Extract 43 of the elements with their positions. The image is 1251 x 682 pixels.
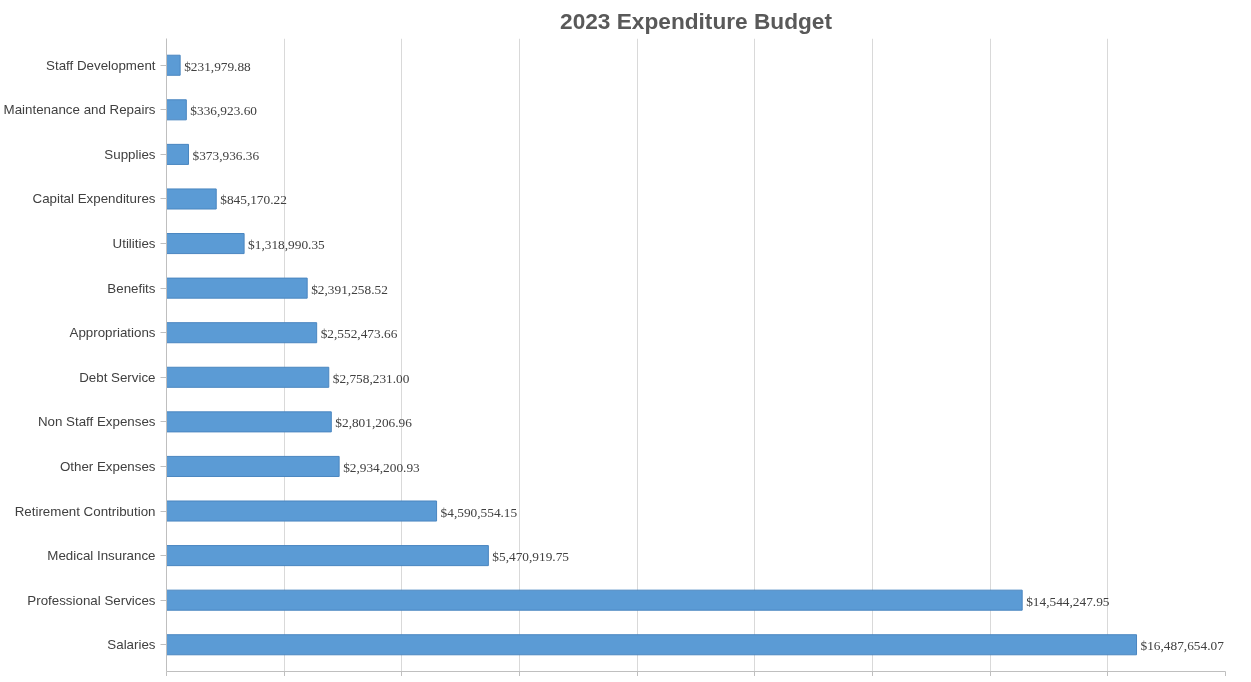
data-label: $16,487,654.07 (1140, 638, 1225, 654)
y-tick-label: Capital Expenditures (32, 191, 156, 207)
y-tick-label: Staff Development (46, 57, 156, 73)
y-tick-label: Supplies (104, 146, 156, 162)
y-tick-label: Maintenance and Repairs (3, 102, 156, 118)
y-tick-label: Medical Insurance (47, 548, 156, 564)
bar (166, 455, 340, 477)
bar (166, 545, 489, 567)
data-label: $2,934,200.93 (343, 459, 421, 475)
data-label: $845,170.22 (220, 192, 287, 208)
y-tick-label: Appropriations (69, 325, 156, 341)
y-tick-label: Non Staff Expenses (37, 414, 156, 430)
y-tick-label: Retirement Contribution (14, 503, 156, 519)
y-tick-label: Debt Service (79, 369, 156, 385)
bar (166, 233, 245, 255)
bar (166, 143, 189, 165)
bar (166, 634, 1138, 656)
bar (166, 366, 330, 388)
y-tick-label: Salaries (107, 637, 156, 653)
bar (166, 277, 308, 299)
data-label: $2,758,231.00 (332, 370, 410, 386)
bar (166, 411, 332, 433)
data-label: $336,923.60 (190, 103, 258, 119)
data-label: $231,979.88 (184, 58, 252, 74)
data-label: $2,552,473.66 (320, 326, 398, 342)
data-label: $2,391,258.52 (311, 281, 388, 297)
y-tick-label: Benefits (107, 280, 156, 296)
data-label: $2,801,206.96 (335, 415, 413, 431)
bar (166, 322, 318, 344)
chart-title: 2023 Expenditure Budget (560, 7, 833, 34)
data-label: $4,590,554.15 (440, 504, 518, 520)
bar (166, 54, 181, 76)
bar (166, 188, 217, 210)
data-label: $1,318,990.35 (248, 237, 326, 253)
y-tick-label: Other Expenses (59, 458, 156, 474)
bar (166, 500, 438, 522)
y-tick-label: Utilities (112, 236, 156, 252)
data-label: $5,470,919.75 (492, 549, 570, 565)
bar (166, 99, 187, 121)
y-tick-label: Professional Services (27, 592, 156, 608)
data-label: $14,544,247.95 (1026, 593, 1110, 609)
bar (166, 589, 1023, 611)
data-label: $373,936.36 (192, 147, 260, 163)
